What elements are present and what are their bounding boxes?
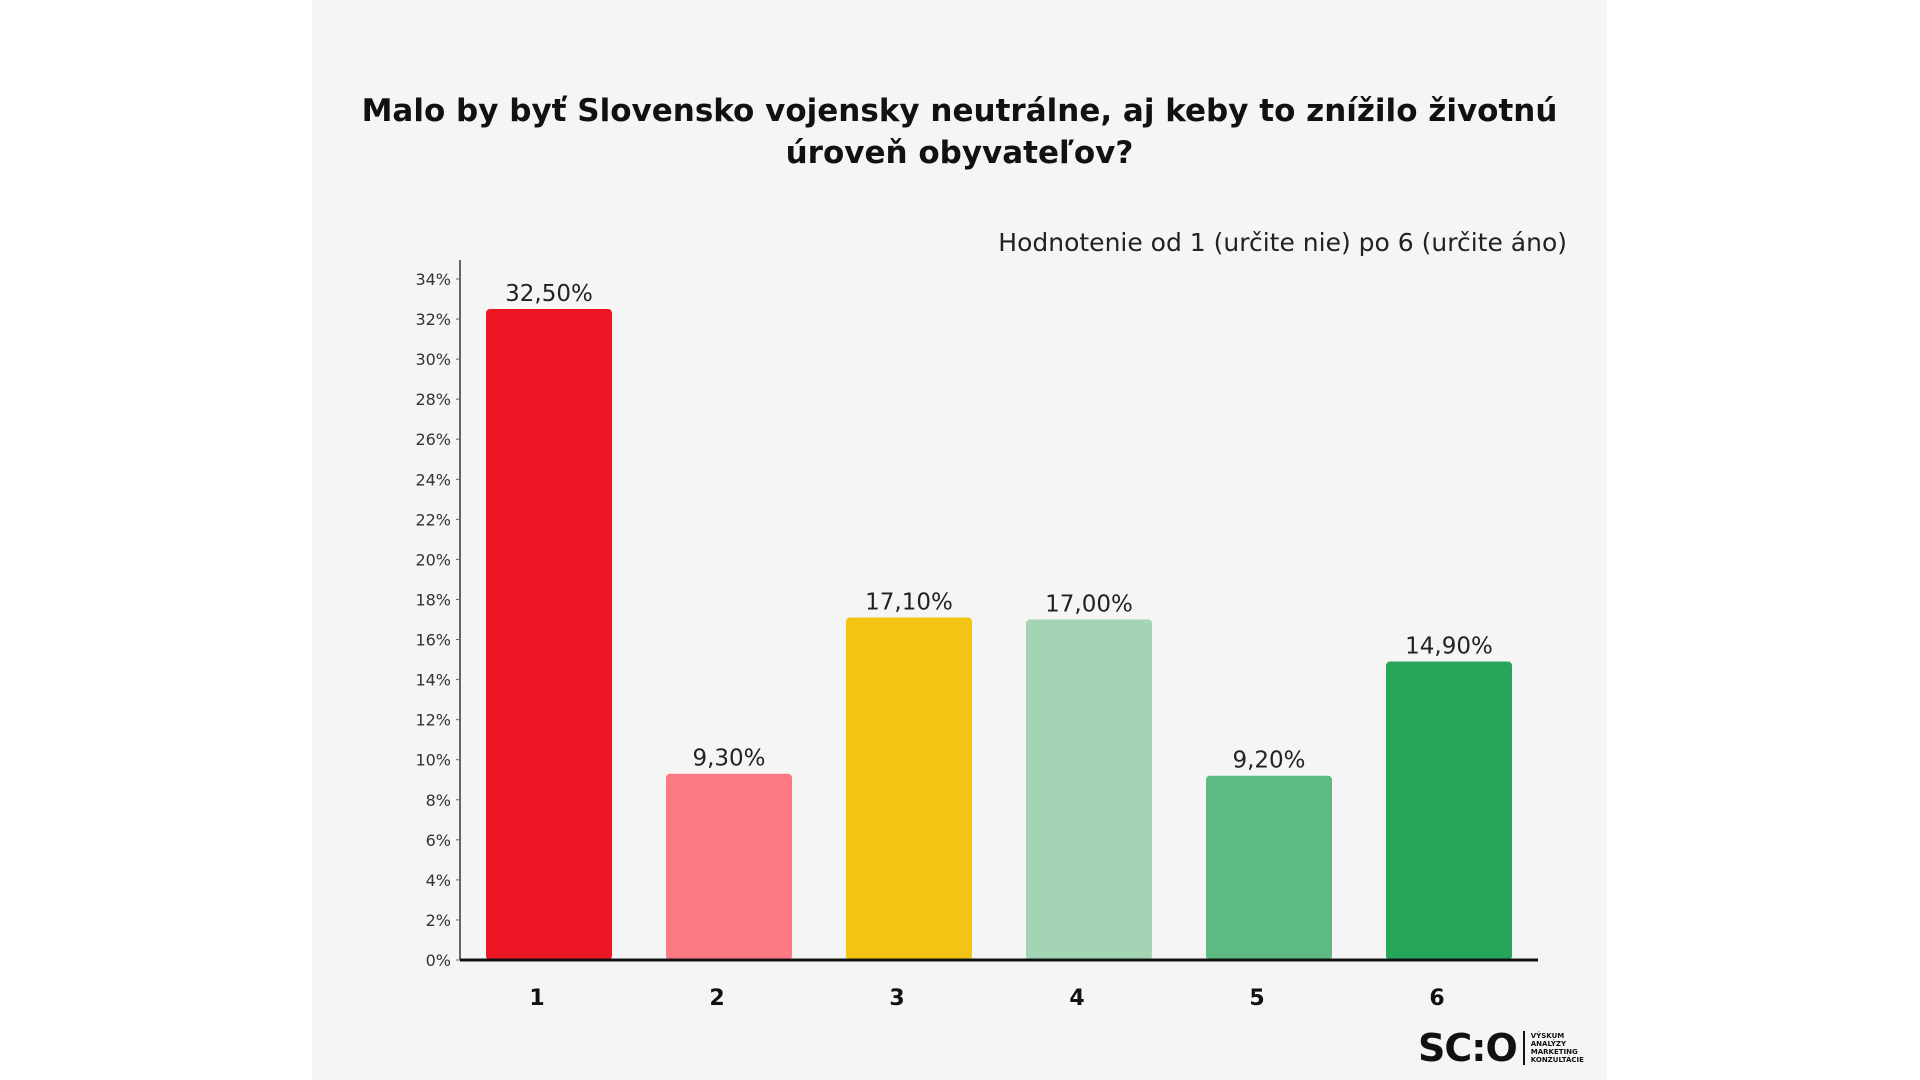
chart-subtitle: Hodnotenie od 1 (určite nie) po 6 (určit… [998,228,1567,257]
y-tick-label: 34% [415,270,451,289]
y-tick-label: 18% [415,590,451,609]
value-label: 32,50% [505,281,593,307]
bar-4 [1026,619,1152,960]
logo-word: ANALÝZY [1530,1040,1567,1048]
logo-mark: SC:O [1418,1026,1518,1070]
y-tick-label: 30% [415,350,451,369]
bar-3 [846,617,972,960]
y-tick-label: 4% [426,871,451,890]
y-tick-label: 10% [415,751,451,770]
x-tick-label: 2 [709,986,724,1011]
y-tick-label: 6% [426,831,451,850]
y-tick-label: 16% [415,631,451,650]
y-tick-label: 0% [426,951,451,970]
scio-logo: SC:O VÝSKUM ANALÝZY MARKETING KONZULTÁCI… [1418,1026,1584,1070]
value-label: 17,00% [1045,592,1133,618]
y-tick-label: 22% [415,510,451,529]
y-tick-label: 2% [426,911,451,930]
logo-words: VÝSKUM ANALÝZY MARKETING KONZULTÁCIE [1531,1032,1584,1064]
logo-word: MARKETING [1530,1048,1578,1056]
logo-word: KONZULTÁCIE [1530,1056,1584,1064]
y-tick-label: 24% [415,470,451,489]
y-tick-label: 32% [415,310,451,329]
value-label: 9,20% [1232,748,1305,774]
bar-1 [486,309,612,960]
x-tick-label: 5 [1249,986,1264,1011]
value-label: 9,30% [692,746,765,772]
x-tick-label: 4 [1069,986,1084,1011]
y-tick-label: 26% [415,430,451,449]
logo-word: VÝSKUM [1530,1032,1565,1040]
x-tick-label: 1 [529,986,544,1011]
bar-5 [1206,775,1332,960]
logo-divider [1522,1031,1525,1065]
value-label: 14,90% [1405,634,1493,660]
y-tick-label: 12% [415,711,451,730]
y-tick-label: 20% [415,550,451,569]
bar-2 [666,773,792,960]
value-label: 17,10% [865,589,953,615]
bar-6 [1386,661,1512,960]
y-tick-label: 8% [426,791,451,810]
y-tick-label: 28% [415,390,451,409]
chart-title: Malo by byť Slovensko vojensky neutrálne… [361,93,1558,171]
x-tick-label: 3 [889,986,904,1011]
x-tick-label: 6 [1429,986,1444,1011]
y-tick-label: 14% [415,671,451,690]
